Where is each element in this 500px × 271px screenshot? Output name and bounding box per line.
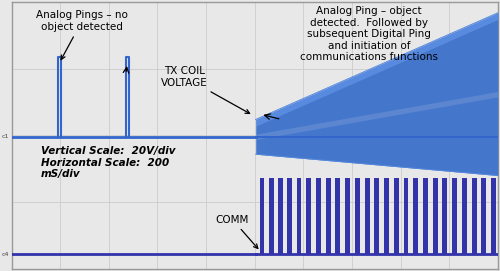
Bar [270, 178, 274, 254]
Bar [364, 178, 370, 254]
Bar [355, 178, 360, 254]
Bar [482, 178, 486, 254]
Bar [278, 178, 283, 254]
Text: TX COIL
VOLTAGE: TX COIL VOLTAGE [161, 66, 250, 114]
Bar [260, 178, 264, 254]
Bar [452, 178, 457, 254]
Bar [432, 178, 438, 254]
Bar [423, 178, 428, 254]
Bar [287, 178, 292, 254]
Text: c4: c4 [2, 252, 9, 257]
Text: Analog Pings – no
object detected: Analog Pings – no object detected [36, 10, 128, 60]
Bar [462, 178, 467, 254]
Text: Vertical Scale:  20V/div
Horizontal Scale:  200
mS/div: Vertical Scale: 20V/div Horizontal Scale… [40, 146, 175, 179]
Bar [491, 178, 496, 254]
Bar [296, 178, 302, 254]
Text: COMM: COMM [216, 215, 258, 249]
Bar [472, 178, 476, 254]
Bar [326, 178, 330, 254]
Text: Analog Ping – object
detected.  Followed by
subsequent Digital Ping
and initiati: Analog Ping – object detected. Followed … [300, 6, 438, 63]
Bar [345, 178, 350, 254]
Bar [414, 178, 418, 254]
Bar [442, 178, 448, 254]
Text: c1: c1 [2, 134, 9, 139]
Bar [404, 178, 408, 254]
Bar [316, 178, 321, 254]
Bar [306, 178, 311, 254]
Bar [374, 178, 379, 254]
Bar [336, 178, 340, 254]
Bar [394, 178, 398, 254]
Bar [384, 178, 389, 254]
